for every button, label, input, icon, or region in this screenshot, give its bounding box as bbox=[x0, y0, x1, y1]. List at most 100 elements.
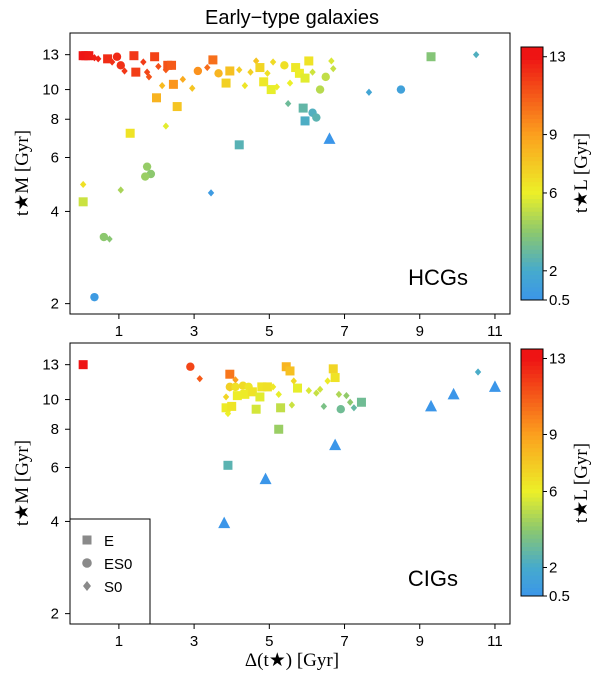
hcgs-colorbar-band bbox=[521, 282, 543, 288]
cigs-colorbar-band bbox=[521, 398, 543, 403]
hcgs-panel-label: HCGs bbox=[408, 265, 468, 290]
cigs-ytick-label: 2 bbox=[51, 606, 59, 623]
cigs-colorbar-band bbox=[521, 406, 543, 412]
hcgs-colorbar-tick-label: 6 bbox=[549, 185, 557, 202]
hcgs-point-diamond bbox=[273, 83, 281, 91]
hcgs-point-square bbox=[125, 128, 135, 138]
hcgs-point-diamond bbox=[179, 75, 187, 83]
hcgs-colorbar-band bbox=[521, 215, 543, 221]
cigs-point-square bbox=[232, 391, 242, 401]
hcgs-xtick-label: 9 bbox=[416, 323, 424, 340]
hcgs-colorbar-band bbox=[521, 287, 543, 292]
hcgs-colorbar-band bbox=[521, 223, 543, 229]
hcgs-point-diamond bbox=[91, 54, 98, 62]
cigs-colorbar-band bbox=[521, 513, 543, 519]
cigs-point-square bbox=[247, 387, 257, 397]
cigs-colorbar-band bbox=[521, 361, 543, 366]
cigs-colorbar-band bbox=[521, 447, 543, 453]
hcgs-point-diamond bbox=[79, 180, 87, 189]
hcgs-point-square bbox=[234, 140, 244, 150]
cigs-colorbar-band bbox=[521, 542, 543, 547]
hcgs-colorbar-band bbox=[521, 270, 543, 275]
hcgs-point-circle bbox=[312, 113, 321, 122]
hcgs-point-square bbox=[304, 56, 314, 66]
hcgs-xtick-label: 7 bbox=[340, 323, 348, 340]
cigs-colorbar-band bbox=[521, 402, 543, 407]
hcgs-point-diamond bbox=[472, 51, 480, 59]
cigs-point-diamond bbox=[290, 377, 297, 385]
hcgs-point-square bbox=[84, 51, 94, 61]
hcgs-colorbar-band bbox=[521, 206, 543, 212]
cigs-colorbar-band bbox=[521, 463, 543, 469]
cigs-point-circle bbox=[336, 405, 345, 414]
hcgs-colorbar-band bbox=[521, 109, 543, 115]
cigs-colorbar-band bbox=[521, 496, 543, 502]
cigs-x-axis-ticks: 1 3 5 7 9 11 bbox=[115, 624, 503, 650]
hcgs-colorbar-band bbox=[521, 202, 543, 208]
hcgs-ytick-label: 6 bbox=[51, 150, 59, 167]
hcgs-point-square bbox=[298, 103, 308, 113]
hcgs-ytick-label: 4 bbox=[51, 203, 59, 220]
cigs-colorbar-band bbox=[521, 459, 543, 465]
hcgs-point-square bbox=[221, 78, 231, 88]
hcgs-point-diamond bbox=[207, 189, 215, 197]
hcgs-point-triangle bbox=[323, 132, 336, 144]
hcgs-point-circle bbox=[315, 85, 325, 94]
hcgs-colorbar-band bbox=[521, 97, 543, 103]
cigs-colorbar-band bbox=[521, 546, 543, 552]
hcgs-colorbar-band bbox=[521, 122, 543, 128]
hcgs-point-square bbox=[208, 55, 218, 65]
cigs-point-diamond bbox=[275, 390, 282, 398]
cigs-colorbar-band bbox=[521, 529, 543, 535]
cigs-colorbar-frame bbox=[520, 348, 544, 597]
cigs-colorbar-band bbox=[521, 571, 543, 576]
marker-legend: E ES0 S0 bbox=[69, 518, 151, 625]
cigs-colorbar-band bbox=[521, 451, 543, 457]
cigs-colorbar-band bbox=[521, 562, 543, 568]
hcgs-colorbar-band bbox=[521, 173, 543, 179]
hcgs-colorbar-band bbox=[521, 131, 543, 136]
cigs-point-diamond bbox=[269, 383, 277, 391]
cigs-colorbar-band bbox=[521, 431, 543, 436]
hcgs-point-diamond bbox=[121, 67, 128, 75]
hcgs-point-circle bbox=[116, 61, 125, 70]
hcgs-point-diamond bbox=[140, 58, 147, 66]
hcgs-colorbar-band bbox=[521, 55, 543, 60]
hcgs-point-diamond bbox=[286, 79, 294, 87]
hcgs-point-diamond bbox=[158, 82, 166, 90]
cigs-colorbar-band bbox=[521, 566, 543, 572]
hcgs-point-diamond bbox=[155, 62, 162, 71]
hcgs-colorbar-band bbox=[521, 126, 543, 132]
hcgs-point-square bbox=[300, 73, 310, 83]
hcgs-colorbar-band bbox=[521, 181, 543, 187]
hcgs-xtick-label: 3 bbox=[190, 323, 198, 340]
cigs-colorbar-band bbox=[521, 484, 543, 490]
hcgs-point-square bbox=[426, 52, 436, 62]
hcgs-point-square bbox=[131, 67, 141, 77]
hcgs-colorbar-band bbox=[521, 291, 543, 297]
cigs-point-diamond bbox=[320, 402, 328, 410]
hcgs-point-diamond bbox=[236, 66, 243, 74]
cigs-colorbar-band bbox=[521, 583, 543, 589]
cigs-point-circle bbox=[186, 362, 195, 371]
cigs-colorbar-tick-label: 6 bbox=[549, 484, 557, 501]
legend-label-s0: S0 bbox=[104, 579, 122, 596]
cigs-colorbar-band bbox=[521, 476, 543, 482]
hcgs-y-axis-ticks: 2 4 6 8 10 13 bbox=[42, 47, 70, 313]
hcgs-point-diamond bbox=[189, 84, 196, 92]
cigs-point-diamond bbox=[196, 375, 203, 383]
hcgs-point-circle bbox=[112, 52, 122, 61]
hcgs-ytick-label: 13 bbox=[42, 47, 59, 64]
cigs-colorbar-band bbox=[521, 365, 543, 370]
hcgs-point-diamond bbox=[247, 68, 254, 76]
hcgs-data-points bbox=[78, 51, 480, 302]
cigs-point-square bbox=[227, 401, 237, 411]
hcgs-point-diamond bbox=[365, 88, 373, 96]
cigs-colorbar-band bbox=[521, 443, 543, 449]
cigs-point-triangle bbox=[259, 472, 272, 485]
cigs-xtick-label: 11 bbox=[487, 633, 503, 650]
cigs-colorbar-band bbox=[521, 422, 543, 428]
cigs-point-diamond bbox=[305, 386, 313, 395]
cigs-colorbar-band bbox=[521, 517, 543, 523]
